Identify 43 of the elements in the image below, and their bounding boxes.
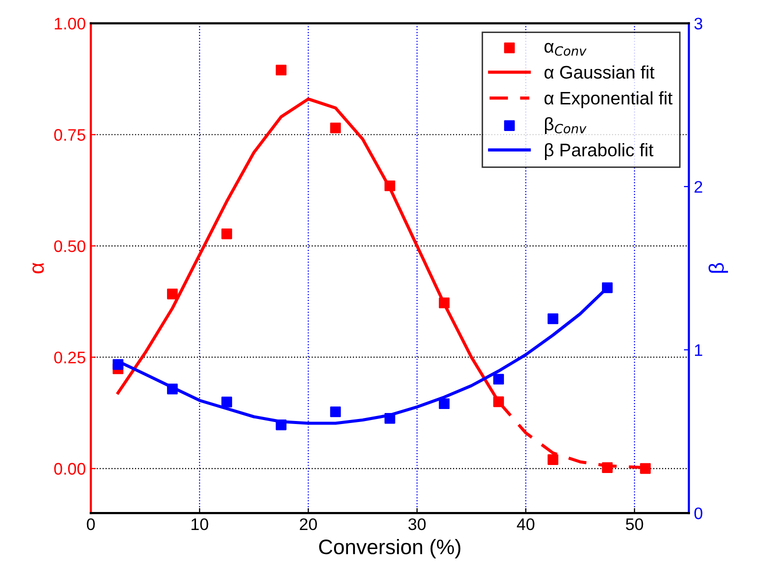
point [548, 454, 558, 465]
x-tick-label: 0 [86, 518, 95, 530]
point [493, 374, 504, 385]
point [493, 396, 504, 408]
x-tick-label: 50 [626, 518, 644, 530]
point [221, 228, 232, 240]
legend-label: α Gaussian fit [544, 65, 654, 79]
point [330, 406, 341, 418]
y2-axis-title: β [708, 263, 728, 273]
y-axis-title: α [32, 262, 44, 274]
point [167, 384, 178, 394]
x-axis-title: Conversion (%) [319, 538, 460, 558]
point [384, 413, 396, 424]
point [602, 282, 613, 294]
y-tick-label: 1.00 [54, 18, 86, 30]
point [276, 420, 286, 430]
x-tick-label: 40 [516, 518, 534, 530]
y2-tick-label: 1 [695, 344, 702, 356]
point [221, 396, 232, 408]
y2-tick-label: 2 [694, 180, 702, 193]
point [602, 462, 613, 473]
legend-label: α$_{Conv}$ [544, 42, 587, 56]
y-tick-label: 0.25 [54, 352, 86, 364]
y-tick-label: 0.00 [54, 462, 86, 475]
point [330, 122, 341, 134]
point [384, 180, 396, 192]
point [640, 463, 651, 474]
legend-label: β Parabolic fit [545, 143, 654, 160]
point [438, 298, 450, 308]
legend-label: β$_{Conv}$ [545, 117, 587, 134]
y2-tick-label: 3 [694, 18, 702, 30]
point [548, 313, 558, 324]
x-tick-label: 10 [192, 518, 208, 530]
point [276, 64, 286, 76]
point [167, 288, 178, 300]
x-tick-label: 20 [300, 518, 317, 530]
y-tick-label: 0.75 [54, 129, 86, 141]
legend-label: α Exponential fit [544, 91, 672, 108]
y-tick-label: 0.50 [54, 240, 86, 252]
y2-tick-label: 0 [694, 507, 702, 520]
x-tick-label: 30 [408, 518, 426, 530]
point [438, 398, 450, 410]
point [112, 359, 124, 370]
